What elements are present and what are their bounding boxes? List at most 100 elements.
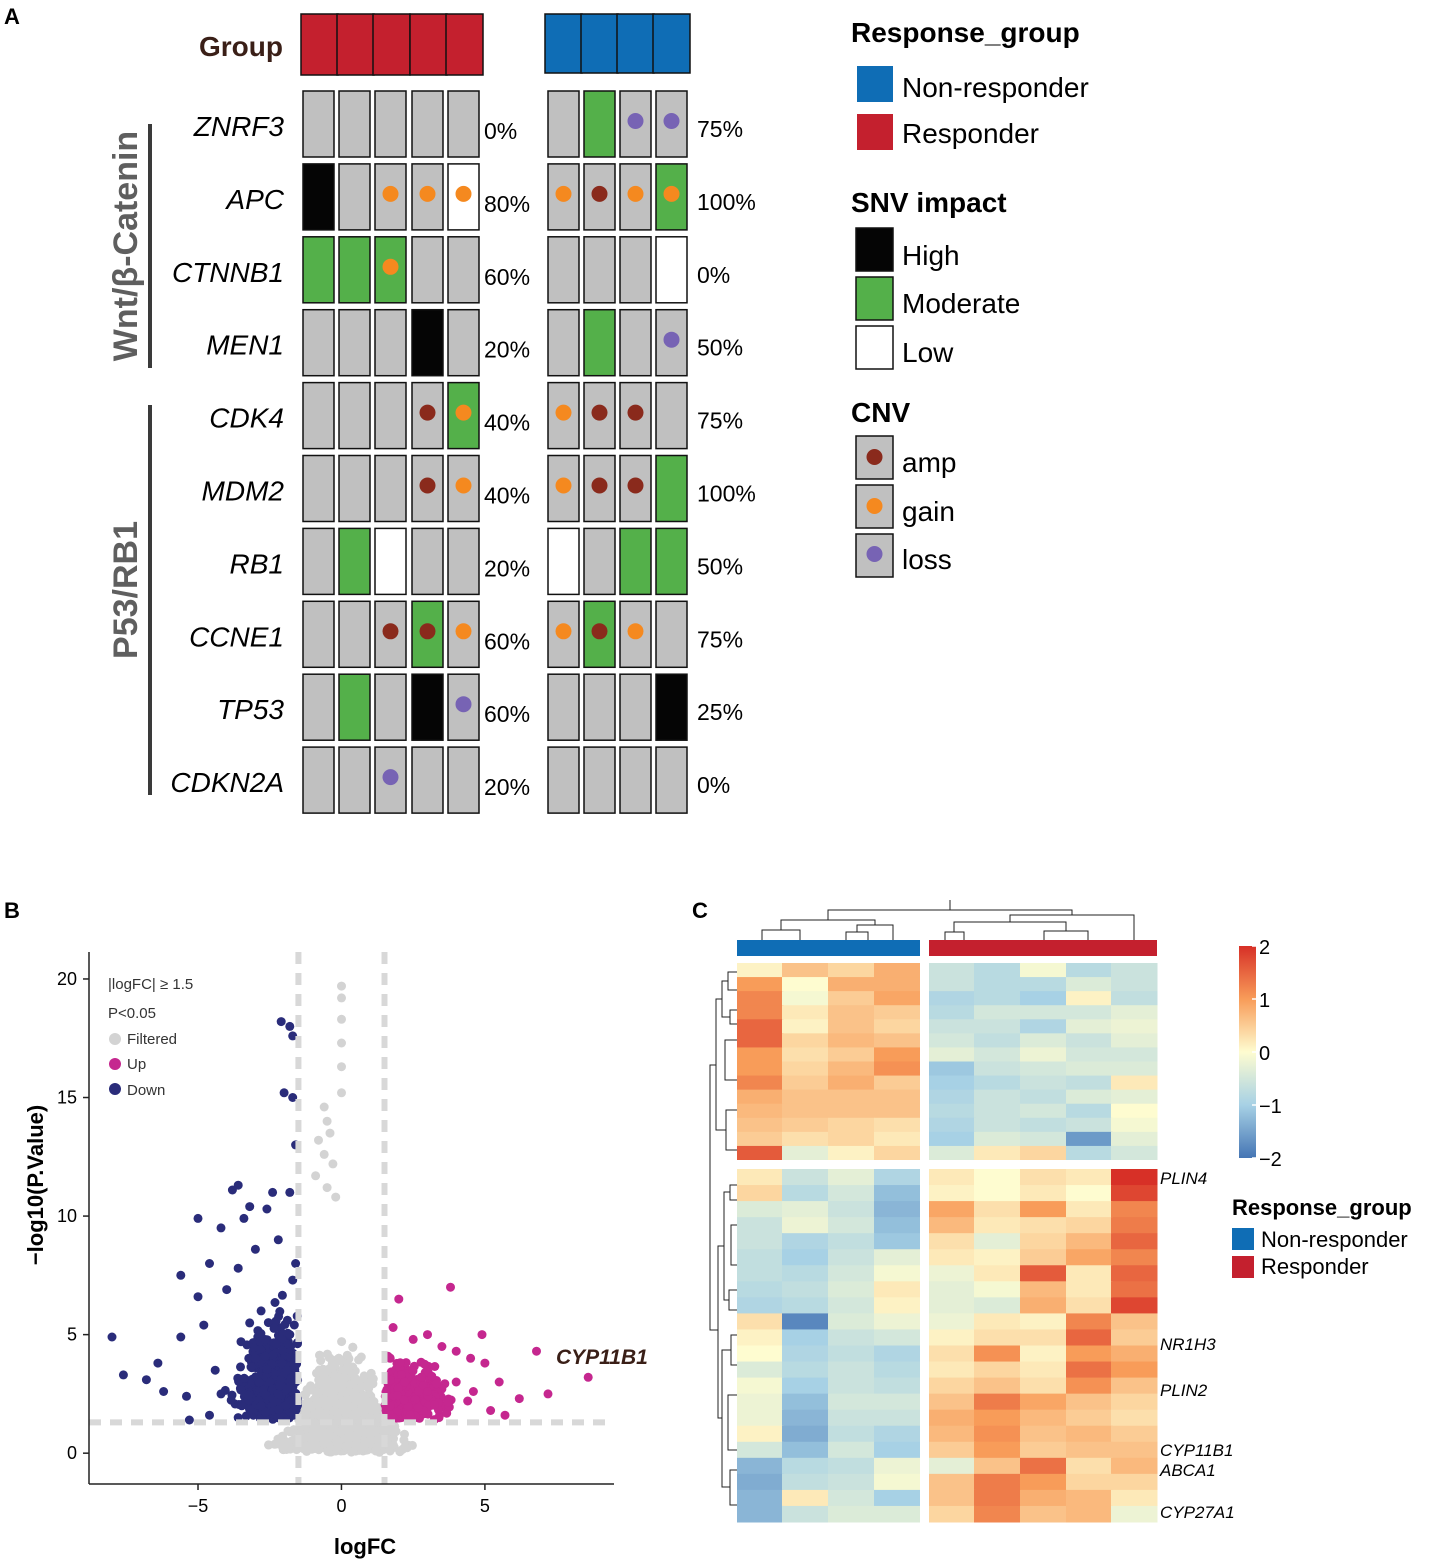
volcano-point-up bbox=[397, 1370, 406, 1380]
volcano-point-down bbox=[262, 1204, 272, 1214]
responder-cell-men1-2 bbox=[338, 308, 371, 377]
heatmap-cell-bottom bbox=[874, 1377, 921, 1395]
heatmap-cell-bottom bbox=[1066, 1185, 1113, 1202]
legend-response-title: Response_group bbox=[851, 17, 1080, 48]
pct-non-responder-men1: 50% bbox=[697, 335, 743, 361]
heatmap-cell-bottom bbox=[974, 1329, 1021, 1346]
volcano-point-up bbox=[430, 1400, 439, 1410]
heatmap-cell-bottom bbox=[828, 1185, 875, 1202]
pct-non-responder-cdkn2a: 0% bbox=[697, 772, 730, 798]
volcano-point-down bbox=[244, 1390, 253, 1400]
non-responder-cell-tp53-1 bbox=[547, 673, 580, 741]
responder-cell-men1-1 bbox=[302, 308, 335, 377]
responder-cell-ccne1-1 bbox=[302, 600, 335, 669]
pct-responder-rb1: 20% bbox=[484, 555, 530, 581]
volcano-point-down bbox=[288, 1275, 298, 1285]
expression-heatmap: PLIN4 NR1H3 PLIN2 CYP11B1 ABCA1 CYP27A1 … bbox=[709, 900, 1412, 1525]
heatmap-cell-top bbox=[974, 1145, 1021, 1161]
volcano-point-down bbox=[274, 1405, 284, 1415]
heatmap-cell-bottom bbox=[1066, 1217, 1113, 1234]
heatmap-cell-bottom bbox=[974, 1297, 1021, 1314]
volcano-point-filtered bbox=[322, 1349, 332, 1359]
responder-cell-cdkn2a-1 bbox=[302, 746, 335, 814]
volcano-point-down bbox=[288, 1031, 298, 1041]
heatmap-cell-top bbox=[1066, 977, 1113, 992]
heatmap-cell-bottom bbox=[874, 1489, 921, 1507]
volcano-point-down bbox=[256, 1401, 266, 1411]
volcano-point-up bbox=[543, 1389, 553, 1399]
volcano-point-filtered bbox=[348, 1342, 358, 1352]
volcano-point-filtered bbox=[400, 1442, 410, 1452]
volcano-point-up bbox=[451, 1346, 461, 1356]
heatmap-cell-top bbox=[974, 1103, 1021, 1119]
heatmap-cell-bottom bbox=[874, 1265, 921, 1282]
heatmap-cell-bottom bbox=[737, 1377, 784, 1395]
volcano-point-down bbox=[153, 1358, 163, 1368]
volcano-legend-filtered: Filtered bbox=[127, 1031, 177, 1048]
volcano-point-up bbox=[463, 1396, 473, 1406]
cnv-amp-dot bbox=[591, 185, 608, 202]
heatmap-cell-bottom bbox=[1111, 1313, 1158, 1330]
heatmap-gene-abca1: ABCA1 bbox=[1159, 1461, 1216, 1480]
heatmap-cell-top bbox=[1020, 1047, 1067, 1062]
heatmap-cell-bottom bbox=[929, 1249, 976, 1266]
legend-label-gain: gain bbox=[902, 496, 955, 527]
volcano-point-down bbox=[205, 1259, 214, 1268]
heatmap-cell-bottom bbox=[828, 1169, 875, 1186]
pct-responder-ctnnb1: 60% bbox=[484, 264, 530, 290]
volcano-point-down bbox=[277, 1358, 287, 1368]
responder-cell-apc-1 bbox=[302, 163, 335, 231]
legend-dot-amp bbox=[866, 449, 883, 465]
heatmap-cell-bottom bbox=[974, 1313, 1021, 1330]
heatmap-cell-top bbox=[974, 977, 1021, 992]
heatmap-cell-bottom bbox=[929, 1409, 976, 1427]
non-responder-cell-apc-4 bbox=[655, 163, 688, 231]
heatmap-cell-top bbox=[1020, 1019, 1067, 1034]
heatmap-legend: Response_group Non-responder Responder bbox=[1232, 1195, 1412, 1279]
heatmap-cell-top bbox=[1111, 1005, 1158, 1020]
heatmap-cell-bottom bbox=[828, 1313, 875, 1330]
heatmap-cell-bottom bbox=[1020, 1201, 1067, 1218]
heatmap-cell-bottom bbox=[929, 1425, 976, 1443]
volcano-legend-up: Up bbox=[127, 1056, 146, 1073]
volcano-point-down bbox=[182, 1391, 191, 1401]
responder-cell-apc-4 bbox=[411, 163, 444, 231]
heatmap-cell-top bbox=[1111, 963, 1158, 978]
threshold-lines bbox=[89, 952, 614, 1484]
heatmap-cell-bottom bbox=[874, 1425, 921, 1443]
non-responder-cell-cdkn2a-2 bbox=[583, 746, 616, 814]
heatmap-cell-top bbox=[828, 1047, 875, 1062]
heatmap-cell-top bbox=[1111, 1019, 1158, 1034]
heatmap-cell-top bbox=[874, 1075, 921, 1091]
heatmap-cell-bottom bbox=[1066, 1281, 1113, 1298]
volcano-point-down bbox=[261, 1351, 270, 1361]
heatmap-cell-top bbox=[828, 1103, 875, 1119]
heatmap-cell-top bbox=[737, 1117, 784, 1133]
heatmap-cell-bottom bbox=[1111, 1217, 1158, 1234]
heatmap-cell-bottom bbox=[1111, 1393, 1158, 1411]
volcano-legend-pvalue: P<0.05 bbox=[108, 1005, 156, 1022]
heatmap-cell-top bbox=[828, 1131, 875, 1147]
heatmap-cell-bottom bbox=[782, 1201, 829, 1218]
heatmap-cell-top bbox=[929, 1047, 976, 1062]
non-responder-cell-rb1-2 bbox=[583, 527, 616, 596]
volcano-point-up bbox=[388, 1323, 398, 1332]
heatmap-cell-bottom bbox=[1111, 1297, 1158, 1314]
heatmap-cell-top bbox=[737, 991, 784, 1006]
heatmap-cell-bottom bbox=[782, 1441, 829, 1459]
volcano-point-filtered bbox=[399, 1435, 409, 1445]
volcano-point-down bbox=[246, 1362, 256, 1372]
cnv-amp-dot bbox=[419, 477, 436, 494]
pct-non-responder-ctnnb1: 0% bbox=[697, 262, 730, 288]
heatmap-bar-non-responder bbox=[737, 940, 920, 956]
gene-labels: ZNRF3APCCTNNB1MEN1CDK4MDM2RB1CCNE1TP53CD… bbox=[170, 111, 284, 798]
volcano-point-down bbox=[237, 1401, 247, 1411]
volcano-point-filtered bbox=[337, 1038, 346, 1048]
heatmap-cell-bottom bbox=[737, 1457, 784, 1475]
heatmap-cell-bottom bbox=[1111, 1425, 1158, 1443]
heatmap-cell-bottom bbox=[1020, 1393, 1067, 1411]
heatmap-cell-top bbox=[1066, 1145, 1113, 1161]
heatmap-cell-bottom bbox=[874, 1217, 921, 1234]
volcano-y-tick-label: 15 bbox=[57, 1088, 77, 1108]
